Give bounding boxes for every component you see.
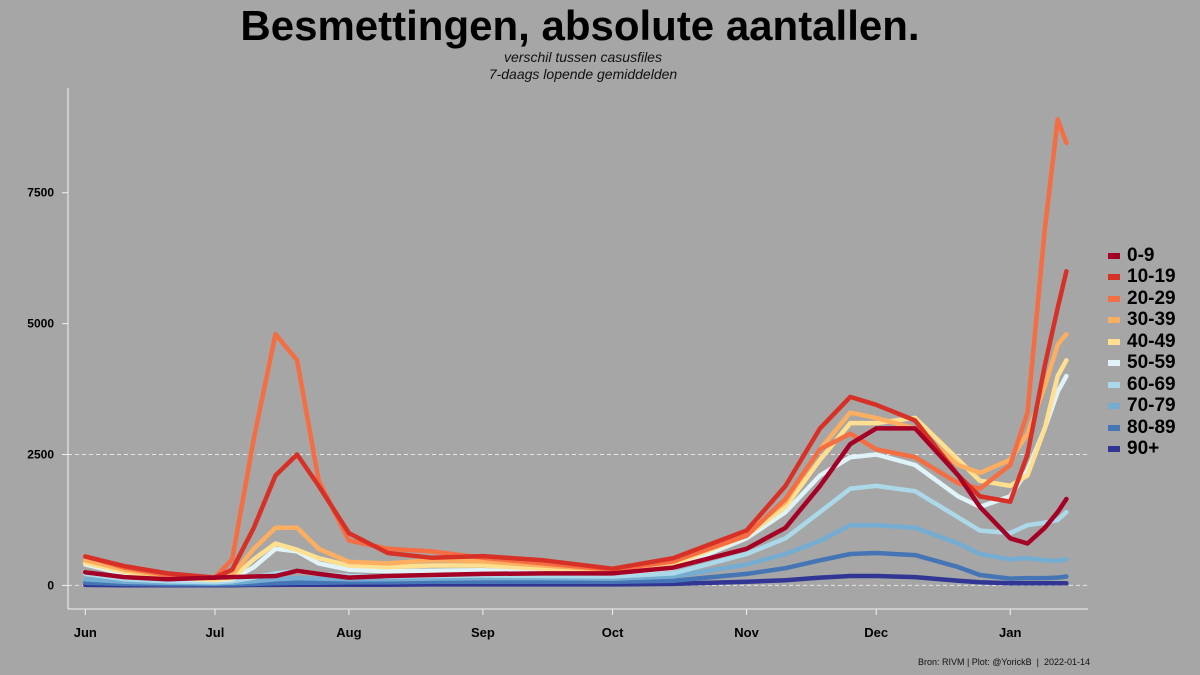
legend-entry-10-19: 10-19 [1108, 266, 1176, 289]
series-line-20-29 [83, 117, 1069, 580]
series-line-0-9 [83, 426, 1069, 582]
chart-title: Besmettingen, absolute aantallen. [240, 2, 920, 49]
legend-entry-0-9: 0-9 [1108, 245, 1176, 267]
legend-entry-70-79: 70-79 [1108, 395, 1176, 418]
legend-label: 30-39 [1127, 309, 1176, 331]
legend-label: 10-19 [1127, 266, 1176, 288]
legend-label: 40-49 [1127, 330, 1176, 352]
series-line-30-39 [83, 331, 1069, 581]
legend-label: 0-9 [1127, 244, 1155, 266]
legend-swatch [1108, 252, 1120, 259]
legend-label: 90+ [1127, 438, 1160, 460]
x-tick-label-dec: Dec [864, 625, 888, 640]
legend-swatch [1108, 295, 1120, 302]
y-tick-label-5000: 5000 [27, 317, 54, 331]
legend-entry-40-49: 40-49 [1108, 331, 1176, 353]
legend-swatch [1108, 446, 1120, 453]
legend-swatch [1108, 317, 1120, 324]
legend-swatch [1108, 424, 1120, 431]
y-tick-label-7500: 7500 [27, 186, 54, 200]
legend-swatch [1108, 403, 1120, 410]
legend-entry-60-69: 60-69 [1108, 374, 1176, 396]
y-tick-label-2500: 2500 [27, 448, 54, 462]
legend-label: 50-59 [1127, 352, 1176, 374]
legend-label: 60-69 [1127, 373, 1176, 395]
y-tick-label-0: 0 [47, 578, 54, 592]
series-lines [83, 117, 1069, 588]
legend-label: 20-29 [1127, 287, 1176, 309]
legend-swatch [1108, 360, 1120, 367]
x-tick-label-jul: Jul [206, 625, 225, 640]
legend: 0-9 10-19 20-29 30-39 40-49 50-59 60-69 70-79 80… [1108, 245, 1176, 460]
x-tick-label-oct: Oct [602, 625, 624, 640]
chart-subtitle-line-1: verschil tussen casusfiles [504, 49, 662, 65]
legend-entry-90plus: 90+ [1108, 438, 1176, 461]
legend-entry-30-39: 30-39 [1108, 309, 1176, 332]
x-tick-label-jun: Jun [74, 625, 97, 640]
x-tick-label-aug: Aug [336, 625, 361, 640]
x-tick-label-jan: Jan [999, 625, 1021, 640]
legend-entry-80-89: 80-89 [1108, 417, 1176, 439]
x-tick-label-sep: Sep [471, 625, 495, 640]
source-caption: Bron: RIVM | Plot: @YorickB | 2022-01-14 [917, 657, 1090, 667]
legend-entry-50-59: 50-59 [1108, 352, 1176, 375]
legend-swatch [1108, 274, 1120, 281]
x-tick-label-nov: Nov [734, 625, 759, 640]
axes: 0 2500 5000 7500 Jun Jul Aug Sep Oct Nov Dec Jan [27, 88, 1088, 640]
legend-swatch [1108, 338, 1120, 345]
series-line-10-19 [83, 269, 1069, 580]
legend-label: 70-79 [1127, 395, 1176, 417]
chart-subtitle-line-2: 7-daags lopende gemiddelden [488, 66, 678, 82]
legend-swatch [1108, 381, 1120, 388]
legend-entry-20-29: 20-29 [1108, 288, 1176, 310]
series-line-80-89 [83, 550, 1069, 587]
legend-label: 80-89 [1127, 416, 1176, 438]
